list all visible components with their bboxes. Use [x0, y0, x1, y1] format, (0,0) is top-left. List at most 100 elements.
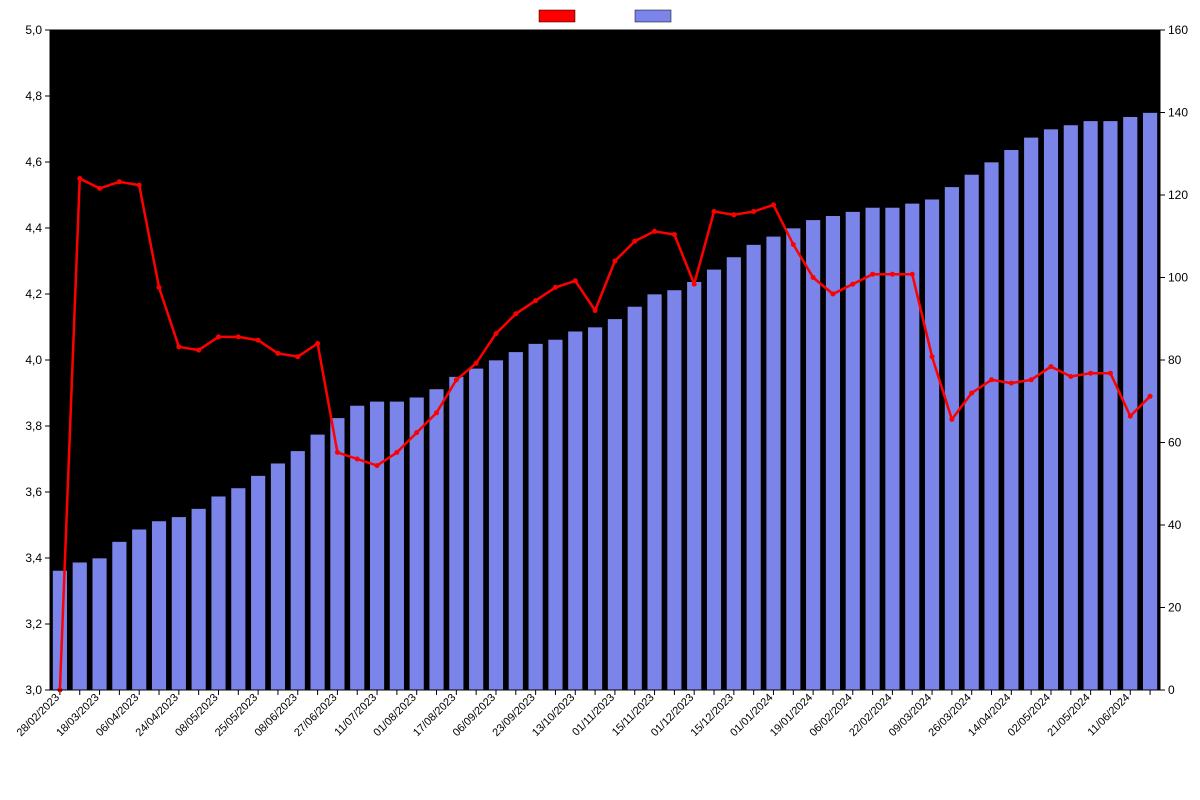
line-marker: [652, 229, 657, 234]
y-left-tick-label: 4,8: [25, 89, 42, 103]
bar: [766, 236, 781, 690]
bar: [588, 327, 603, 690]
bar: [1083, 121, 1098, 690]
line-marker: [275, 351, 280, 356]
line-marker: [870, 272, 875, 277]
line-marker: [1029, 377, 1034, 382]
line-marker: [335, 450, 340, 455]
bar: [548, 339, 563, 690]
bar: [1044, 129, 1059, 690]
line-marker: [1068, 374, 1073, 379]
line-marker: [196, 348, 201, 353]
bar: [786, 228, 801, 690]
line-marker: [910, 272, 915, 277]
y-left-tick-label: 4,4: [25, 221, 42, 235]
y-right-tick-label: 40: [1168, 518, 1182, 532]
bar: [568, 331, 583, 690]
y-left-tick-label: 3,2: [25, 617, 42, 631]
line-marker: [969, 391, 974, 396]
line-marker: [989, 377, 994, 382]
bar: [152, 521, 167, 690]
bar: [251, 476, 266, 691]
x-tick-label: 21/05/2024: [1045, 692, 1092, 739]
line-marker: [375, 463, 380, 468]
line-marker: [811, 275, 816, 280]
line-marker: [712, 209, 717, 214]
line-marker: [355, 457, 360, 462]
line-marker: [1108, 371, 1113, 376]
line-marker: [315, 341, 320, 346]
line-marker: [176, 344, 181, 349]
bar: [806, 220, 821, 690]
bar: [1004, 150, 1019, 690]
line-marker: [791, 242, 796, 247]
line-marker: [593, 308, 598, 313]
y-left-tick-label: 3,0: [25, 683, 42, 697]
y-left-tick-label: 3,4: [25, 551, 42, 565]
bar: [112, 542, 127, 691]
x-axis: 28/02/202318/03/202306/04/202324/04/2023…: [15, 690, 1150, 739]
bar: [171, 517, 186, 690]
y-right-tick-label: 80: [1168, 353, 1182, 367]
bar: [1103, 121, 1118, 690]
line-marker: [692, 282, 697, 287]
y-right-tick-label: 60: [1168, 436, 1182, 450]
bar: [92, 558, 107, 690]
line-marker: [771, 202, 776, 207]
bar: [944, 187, 959, 690]
line-marker: [731, 212, 736, 217]
bar: [489, 360, 504, 690]
bar: [469, 368, 484, 690]
bar: [1063, 125, 1078, 690]
line-marker: [295, 354, 300, 359]
line-marker: [157, 285, 162, 290]
bar: [370, 401, 385, 690]
bar: [211, 496, 226, 690]
line-marker: [414, 430, 419, 435]
bar: [72, 562, 87, 690]
line-marker: [1128, 414, 1133, 419]
bar: [389, 401, 404, 690]
bar: [687, 282, 702, 690]
bar: [330, 418, 345, 690]
line-marker: [434, 410, 439, 415]
line-marker: [751, 209, 756, 214]
y-left-tick-label: 4,0: [25, 353, 42, 367]
bar: [726, 257, 741, 690]
line-marker: [216, 334, 221, 339]
y-left-tick-label: 3,8: [25, 419, 42, 433]
line-marker: [137, 183, 142, 188]
line-marker: [474, 361, 479, 366]
x-tick-label: 11/06/2024: [1086, 692, 1133, 739]
bar: [964, 174, 979, 690]
y-axis-left: 3,03,23,43,63,84,04,24,44,64,85,0: [25, 23, 50, 697]
bar: [508, 352, 523, 690]
bar: [865, 207, 880, 690]
line-marker: [850, 282, 855, 287]
line-marker: [1048, 364, 1053, 369]
line-marker: [493, 331, 498, 336]
line-marker: [117, 179, 122, 184]
line-marker: [890, 272, 895, 277]
line-marker: [632, 239, 637, 244]
line-marker: [573, 278, 578, 283]
chart-svg: 3,03,23,43,63,84,04,24,44,64,85,00204060…: [0, 0, 1200, 800]
x-tick-label: 13/10/2023: [530, 692, 577, 739]
bar: [607, 319, 622, 690]
line-marker: [612, 259, 617, 264]
line-marker: [97, 186, 102, 191]
y-left-tick-label: 4,2: [25, 287, 42, 301]
line-marker: [1009, 381, 1014, 386]
bar: [528, 344, 543, 691]
bar: [231, 488, 246, 690]
y-left-tick-label: 4,6: [25, 155, 42, 169]
bar: [350, 405, 365, 690]
bar: [409, 397, 424, 690]
line-marker: [930, 354, 935, 359]
bar: [746, 245, 761, 691]
bar: [429, 389, 444, 690]
bar: [826, 216, 841, 690]
y-right-tick-label: 0: [1168, 683, 1175, 697]
line-marker: [256, 338, 261, 343]
legend-swatch-bar: [635, 10, 671, 22]
